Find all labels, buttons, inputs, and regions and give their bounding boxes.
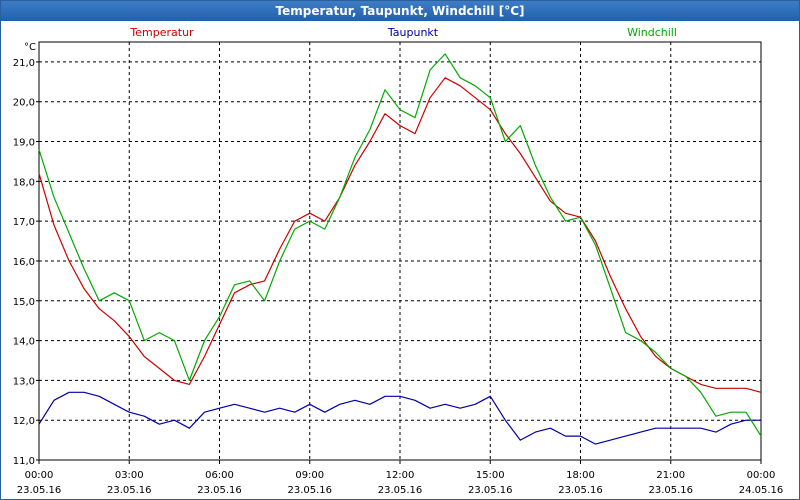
y-tick-label: 11,0 bbox=[13, 456, 35, 467]
legend-temperatur: Temperatur bbox=[129, 26, 194, 39]
x-tick-time: 15:00 bbox=[476, 470, 505, 481]
series-line-windchill bbox=[38, 53, 762, 437]
x-tick-date: 23.05.16 bbox=[17, 485, 62, 496]
legend: Temperatur Taupunkt Windchill bbox=[129, 26, 677, 39]
x-tick-time: 09:00 bbox=[295, 470, 324, 481]
y-axis-unit-label: °C bbox=[24, 42, 36, 53]
y-tick-label: 17,0 bbox=[13, 217, 35, 228]
x-tick-date: 23.05.16 bbox=[468, 485, 513, 496]
x-tick-time: 12:00 bbox=[386, 470, 415, 481]
x-tick-date: 23.05.16 bbox=[378, 485, 423, 496]
y-axis-ticks: 11,0 12,0 13,0 14,0 15,0 16,0 17,0 18,0 19,0 20,0… bbox=[13, 58, 39, 467]
y-tick-label: 21,0 bbox=[13, 58, 35, 69]
y-tick-label: 20,0 bbox=[13, 98, 35, 109]
legend-taupunkt: Taupunkt bbox=[387, 26, 439, 39]
legend-windchill: Windchill bbox=[627, 26, 677, 39]
window-title: Temperatur, Taupunkt, Windchill [°C] bbox=[1, 1, 799, 21]
x-axis-ticks: 00:00 23.05.16 03:00 23.05.16 06:00 23.05.16 0… bbox=[17, 460, 784, 496]
x-tick-time: 03:00 bbox=[115, 470, 144, 481]
x-tick-time: 06:00 bbox=[205, 470, 234, 481]
y-tick-label: 18,0 bbox=[13, 177, 35, 188]
x-tick-date: 23.05.16 bbox=[197, 485, 242, 496]
x-tick-time: 18:00 bbox=[566, 470, 595, 481]
y-tick-label: 13,0 bbox=[13, 376, 35, 387]
series-line-taupunkt bbox=[38, 391, 761, 445]
y-tick-label: 19,0 bbox=[13, 138, 35, 149]
x-tick-date: 24.05.16 bbox=[739, 485, 784, 496]
x-tick-date: 23.05.16 bbox=[287, 485, 332, 496]
x-tick-date: 23.05.16 bbox=[558, 485, 603, 496]
y-tick-label: 12,0 bbox=[13, 416, 35, 427]
x-tick-date: 23.05.16 bbox=[107, 485, 152, 496]
x-tick-time: 00:00 bbox=[747, 470, 776, 481]
x-tick-time: 21:00 bbox=[656, 470, 685, 481]
series-line-temperatur bbox=[38, 77, 762, 393]
x-tick-time: 00:00 bbox=[25, 470, 54, 481]
y-tick-label: 14,0 bbox=[13, 337, 35, 348]
y-tick-label: 15,0 bbox=[13, 297, 35, 308]
y-tick-label: 16,0 bbox=[13, 257, 35, 268]
x-tick-date: 23.05.16 bbox=[648, 485, 693, 496]
series-lines bbox=[38, 53, 762, 445]
